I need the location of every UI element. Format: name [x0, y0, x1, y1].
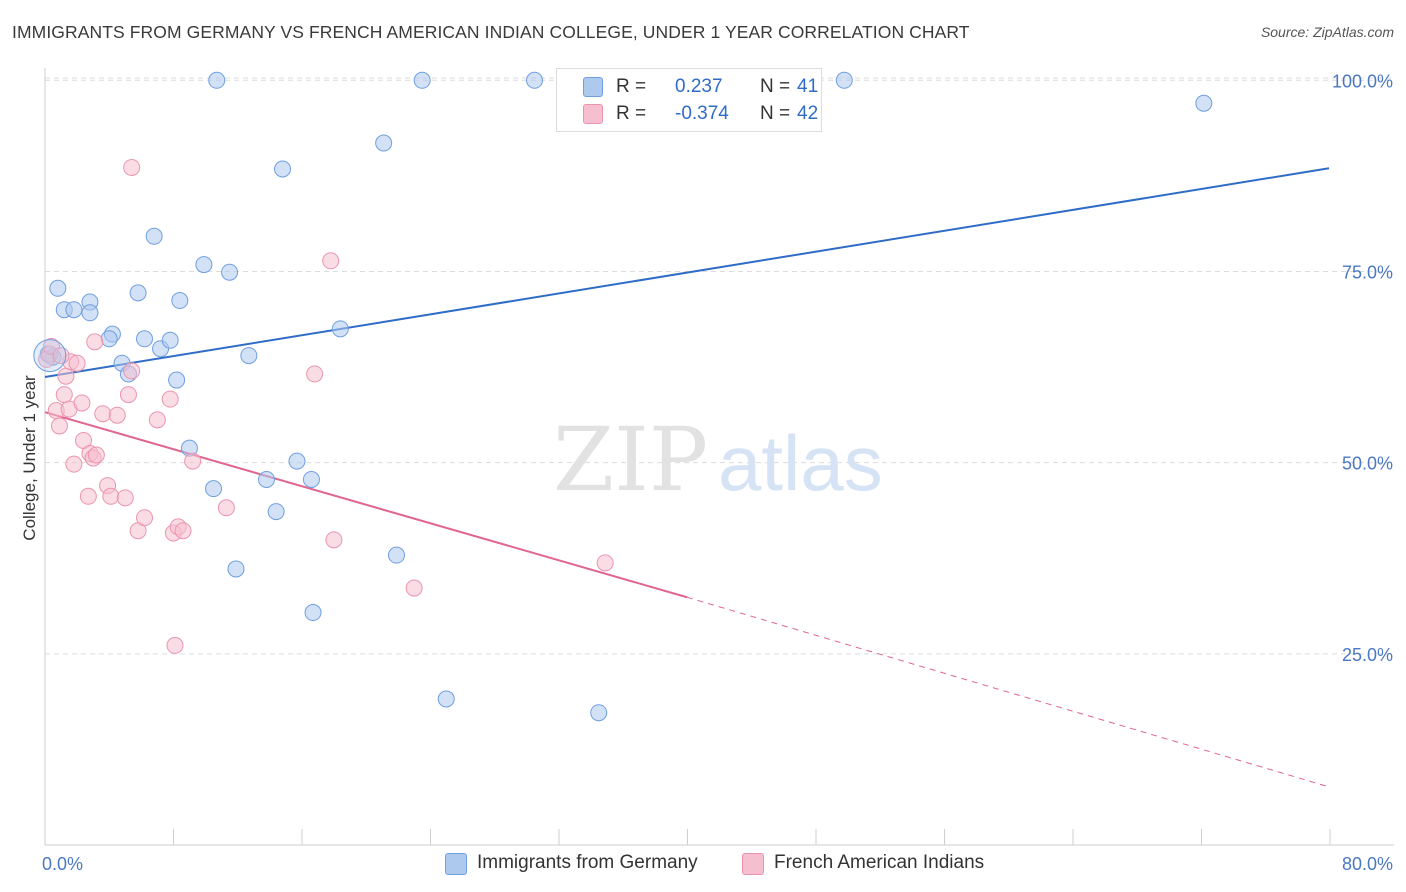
point-french-american-indians: [79, 487, 97, 505]
point-french-american-indians: [123, 158, 141, 176]
point-french-american-indians: [73, 394, 91, 412]
legend-r-value: -0.374: [675, 103, 729, 124]
point-french-american-indians: [166, 636, 184, 654]
point-french-american-indians: [217, 499, 235, 517]
point-french-american-indians: [596, 554, 614, 572]
point-french-american-indians: [87, 446, 105, 464]
point-germany: [100, 330, 118, 348]
point-germany: [267, 503, 285, 521]
x-tick-label: 0.0%: [42, 854, 83, 874]
legend-n-label: N =: [760, 76, 791, 97]
point-germany: [161, 331, 179, 349]
y-tick-label: 50.0%: [1342, 454, 1393, 474]
legend-swatch-germany: [583, 77, 603, 97]
axes: 25.0% 50.0% 75.0% 100.0% 0.0% 80.0%: [42, 68, 1394, 874]
point-germany: [274, 160, 292, 178]
point-germany: [288, 452, 306, 470]
correlation-legend: R = 0.237 N = 41 R = -0.374 N = 42: [556, 68, 822, 132]
point-germany: [835, 71, 853, 89]
gridlines: [45, 77, 1394, 655]
point-germany: [168, 371, 186, 389]
bottom-legend-swatch-germany: [445, 853, 467, 875]
point-french-american-indians: [184, 452, 202, 470]
point-germany: [145, 227, 163, 245]
chart-title: IMMIGRANTS FROM GERMANY VS FRENCH AMERIC…: [12, 22, 970, 42]
point-germany: [205, 480, 223, 498]
point-germany: [240, 347, 258, 365]
point-french-american-indians: [306, 365, 324, 383]
source-label: Source: ZipAtlas.com: [1260, 24, 1394, 40]
point-germany: [257, 470, 275, 488]
legend-r-label: R =: [616, 76, 647, 97]
point-french-american-indians: [119, 386, 137, 404]
point-germany: [171, 292, 189, 310]
point-germany: [195, 256, 213, 274]
data-points: [33, 71, 1213, 722]
point-germany: [590, 704, 608, 722]
trend-lines: [44, 167, 1330, 788]
point-french-american-indians: [50, 417, 68, 435]
legend-n-value: 41: [797, 76, 819, 97]
point-germany: [331, 320, 349, 338]
y-tick-label: 100.0%: [1332, 71, 1393, 91]
point-french-american-indians: [161, 390, 179, 408]
legend-n-label: N =: [760, 103, 791, 124]
point-french-american-indians: [123, 362, 141, 380]
trend-line: [44, 167, 1330, 378]
point-germany: [81, 304, 99, 322]
point-germany: [304, 604, 322, 622]
point-french-american-indians: [325, 531, 343, 549]
watermark: ZIP atlas: [553, 408, 883, 511]
bottom-legend-swatch-french-american-indians: [742, 853, 764, 875]
point-french-american-indians: [174, 522, 192, 540]
watermark-zip: ZIP: [553, 408, 708, 511]
point-germany: [221, 263, 239, 281]
x-tick-label: 80.0%: [1342, 854, 1393, 874]
point-french-american-indians: [102, 487, 120, 505]
point-cluster-origin: [33, 339, 67, 373]
y-tick-label: 25.0%: [1342, 645, 1393, 665]
trend-line: [686, 596, 1330, 788]
bottom-legend-label-germany: Immigrants from Germany: [477, 852, 698, 873]
point-germany: [387, 546, 405, 564]
point-germany: [413, 71, 431, 89]
legend-n-value: 42: [797, 103, 819, 124]
point-germany: [1195, 94, 1213, 112]
legend-swatch-french-american-indians: [583, 104, 603, 124]
point-germany: [227, 560, 245, 578]
point-french-american-indians: [86, 333, 104, 351]
point-french-american-indians: [94, 405, 112, 423]
point-germany: [375, 134, 393, 152]
point-french-american-indians: [116, 489, 134, 507]
point-french-american-indians: [55, 386, 73, 404]
point-french-american-indians: [57, 367, 75, 385]
watermark-atlas: atlas: [718, 419, 883, 507]
bottom-legend-label-french-american-indians: French American Indians: [774, 852, 985, 873]
legend-r-value: 0.237: [675, 76, 723, 97]
legend-r-label: R =: [616, 103, 647, 124]
point-french-american-indians: [148, 411, 166, 429]
point-french-american-indians: [65, 455, 83, 473]
point-germany: [65, 301, 83, 319]
point-french-american-indians: [108, 406, 126, 424]
y-tick-label: 75.0%: [1342, 262, 1393, 282]
point-french-american-indians: [68, 354, 86, 372]
point-germany: [208, 71, 226, 89]
point-french-american-indians: [405, 579, 423, 597]
point-germany: [129, 284, 147, 302]
point-french-american-indians: [136, 509, 154, 527]
y-axis-label: College, Under 1 year: [20, 375, 39, 541]
trend-line: [44, 411, 688, 599]
point-germany: [49, 279, 67, 297]
point-germany: [437, 690, 455, 708]
point-germany: [526, 71, 544, 89]
point-germany: [302, 470, 320, 488]
point-germany: [136, 330, 154, 348]
point-french-american-indians: [322, 252, 340, 270]
